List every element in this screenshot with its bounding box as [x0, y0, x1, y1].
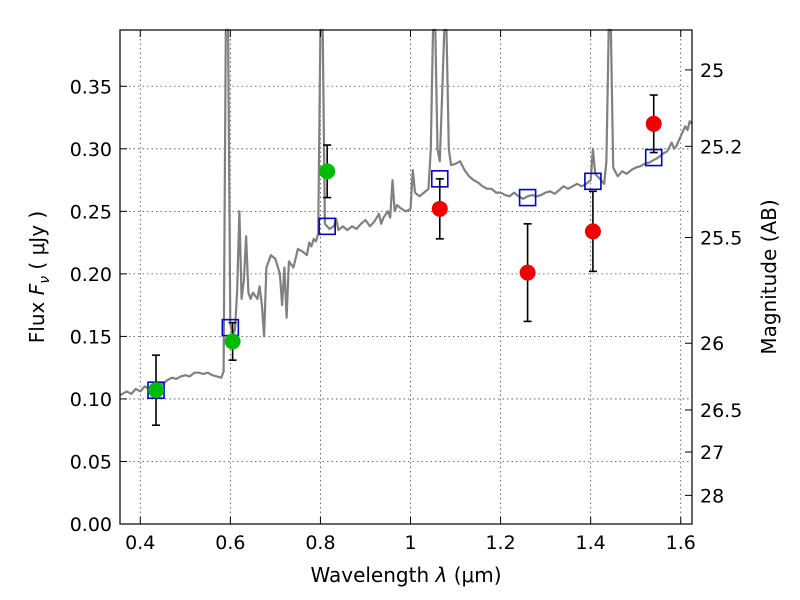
y-tick-label: 0.10: [70, 389, 112, 411]
observed-point: [645, 115, 662, 132]
x-tick-label: 0.8: [305, 532, 335, 554]
observed-point: [431, 200, 448, 217]
observed-point: [584, 223, 601, 240]
x-tick-label: 0.4: [125, 532, 155, 554]
y2-tick-label: 25.5: [700, 227, 742, 249]
observed-point: [224, 333, 241, 350]
y-axis-label: Flux Fν ( μJy ): [25, 211, 53, 343]
y-tick-label: 0.20: [70, 264, 112, 286]
spectrum-layer: [119, 28, 693, 397]
y2-axis-label: Magnitude (AB): [757, 199, 781, 354]
x-tick-label: 1.4: [576, 532, 606, 554]
x-axis-label: Wavelength λ (μm): [310, 563, 501, 587]
y2-tick-label: 25: [700, 60, 724, 82]
x-tick-label: 1: [404, 532, 416, 554]
y-tick-label: 0.15: [70, 326, 112, 348]
model-box: [518, 188, 537, 207]
tick-layer: 0.4 0.6 0.8 1 1.2 1.4 1.6 0.00 0.05 0.10 0.15 0.20 0…: [70, 30, 742, 554]
plot-frame: [119, 29, 693, 525]
x-tick-label: 0.6: [215, 532, 245, 554]
observed-point-layer: [148, 115, 662, 399]
spectrum-line: [119, 28, 693, 397]
y2-tick-label: 26: [700, 333, 724, 355]
y2-tick-label: 25.2: [700, 136, 742, 158]
y-tick-label: 0.05: [70, 451, 112, 473]
grid: [120, 30, 692, 524]
y-tick-label: 0.30: [70, 139, 112, 161]
model-box: [584, 172, 602, 191]
y-tick-label: 0.35: [70, 76, 112, 98]
model-box: [318, 217, 336, 236]
y2-tick-label: 27: [700, 442, 724, 464]
x-tick-label: 1.6: [666, 532, 696, 554]
x-tick-label: 1.2: [485, 532, 515, 554]
observed-point: [319, 163, 336, 180]
y-tick-label: 0.25: [70, 201, 112, 223]
observed-point: [519, 264, 536, 281]
y2-tick-label: 26.5: [700, 400, 742, 422]
y2-tick-label: 28: [700, 485, 724, 507]
y-tick-label: 0.00: [70, 514, 112, 536]
observed-point: [148, 382, 165, 399]
